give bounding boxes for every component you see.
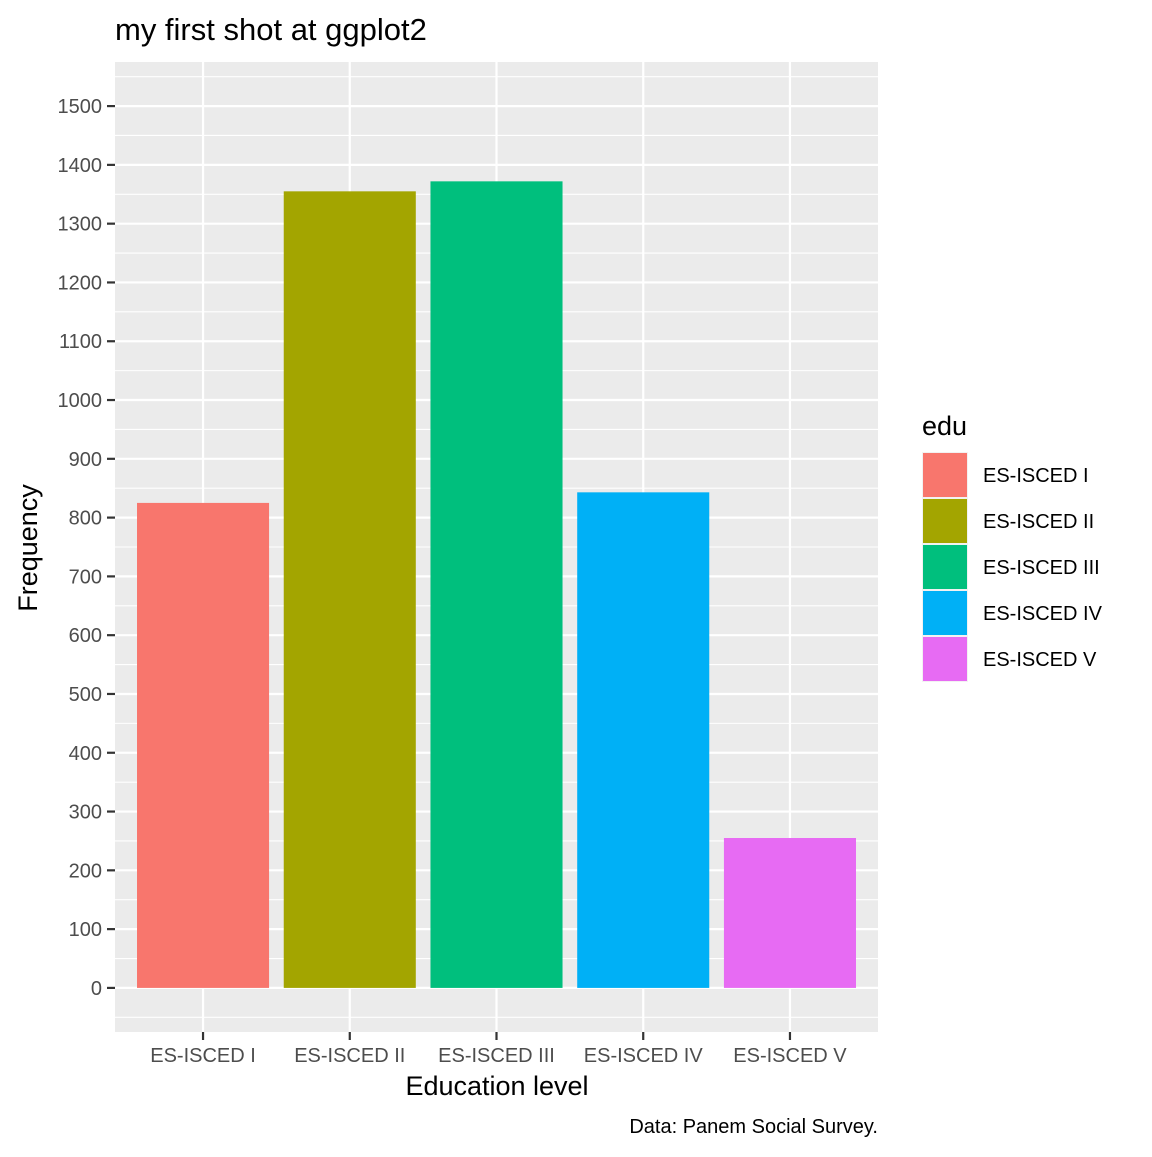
- y-tick-label: 100: [69, 919, 102, 941]
- legend-label: ES-ISCED III: [983, 557, 1100, 579]
- y-tick-label: 200: [69, 860, 102, 882]
- x-axis: ES-ISCED I ES-ISCED II ES-ISCED III ES-ISCE…: [150, 1032, 847, 1067]
- legend-swatch: [923, 545, 967, 589]
- chart-title: my first shot at ggplot2: [115, 12, 427, 47]
- y-tick-label: 900: [69, 449, 102, 471]
- bar-es-isced-iv: [577, 492, 710, 988]
- legend-swatch: [923, 591, 967, 635]
- y-tick-label: 800: [69, 508, 102, 530]
- x-tick-label: ES-ISCED I: [150, 1045, 256, 1067]
- legend-swatch: [923, 453, 967, 497]
- y-tick-label: 1100: [59, 331, 102, 353]
- legend-label: ES-ISCED I: [983, 465, 1089, 487]
- x-tick-label: ES-ISCED IV: [584, 1045, 704, 1067]
- bar-es-isced-ii: [283, 191, 416, 988]
- legend-swatch: [923, 499, 967, 543]
- x-tick-label: ES-ISCED II: [294, 1045, 405, 1067]
- y-axis: 0 100 200 300 400 500 600 700 800 900 1000 1100 1200…: [58, 96, 115, 1000]
- y-axis-label: Frequency: [13, 484, 43, 612]
- x-axis-label: Education level: [405, 1071, 588, 1101]
- y-tick-label: 1000: [58, 390, 103, 412]
- bar-es-isced-iii: [430, 181, 563, 988]
- x-tick-label: ES-ISCED V: [733, 1045, 847, 1067]
- bars: [137, 181, 856, 988]
- y-tick-label: 300: [69, 802, 102, 824]
- y-tick-label: 700: [69, 566, 102, 588]
- y-tick-label: 1300: [58, 214, 103, 236]
- y-tick-label: 1500: [58, 96, 103, 118]
- x-tick-label: ES-ISCED III: [438, 1045, 555, 1067]
- y-tick-label: 500: [69, 684, 102, 706]
- legend-swatch: [923, 637, 967, 681]
- bar-es-isced-v: [723, 838, 856, 988]
- y-tick-label: 400: [69, 743, 102, 765]
- legend: edu ES-ISCED I ES-ISCED II ES-ISCED III ES-…: [922, 411, 1103, 682]
- y-tick-label: 1400: [58, 155, 103, 177]
- legend-label: ES-ISCED V: [983, 649, 1097, 671]
- y-tick-label: 1200: [58, 272, 103, 294]
- y-tick-label: 0: [91, 978, 102, 1000]
- legend-label: ES-ISCED II: [983, 511, 1094, 533]
- legend-title: edu: [922, 411, 967, 441]
- y-tick-label: 600: [69, 625, 102, 647]
- legend-label: ES-ISCED IV: [983, 603, 1103, 625]
- chart-caption: Data: Panem Social Survey.: [629, 1116, 878, 1138]
- bar-es-isced-i: [137, 502, 270, 988]
